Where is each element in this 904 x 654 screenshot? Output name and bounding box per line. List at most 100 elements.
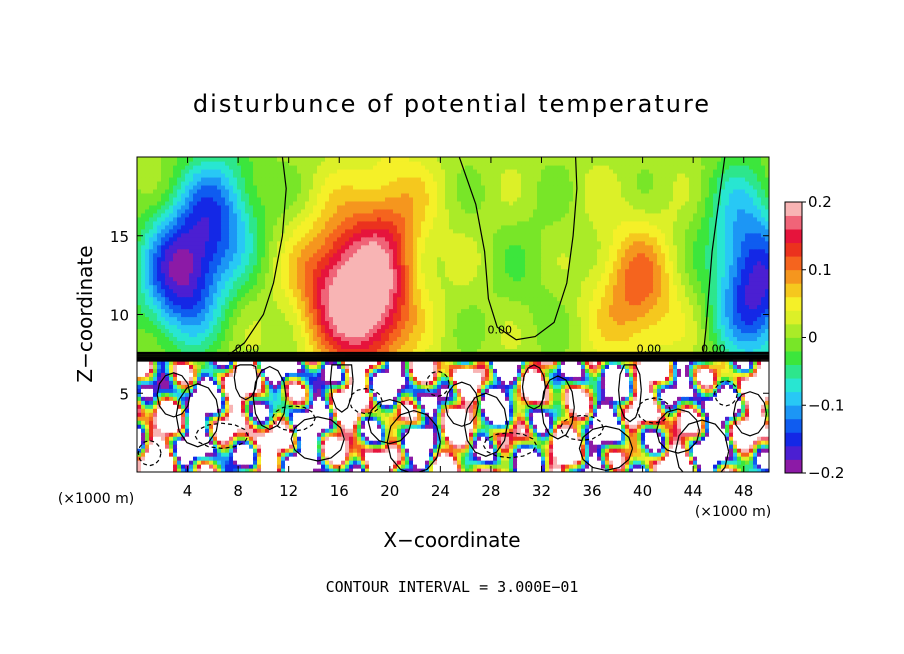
field-cell bbox=[549, 360, 554, 365]
field-cell bbox=[333, 408, 338, 413]
field-cell bbox=[553, 388, 558, 393]
field-cell bbox=[677, 456, 682, 461]
field-cell bbox=[713, 420, 718, 425]
field-cell bbox=[549, 404, 554, 409]
field-cell bbox=[733, 396, 738, 401]
field-cell bbox=[429, 404, 434, 409]
field-cell bbox=[281, 392, 286, 397]
field-cell bbox=[241, 348, 246, 353]
field-cell bbox=[289, 440, 294, 445]
field-cell bbox=[241, 420, 246, 425]
field-cell bbox=[197, 412, 202, 417]
field-cell bbox=[549, 460, 554, 465]
field-cell bbox=[481, 348, 486, 353]
field-cell bbox=[597, 360, 602, 365]
field-cell bbox=[453, 444, 458, 449]
field-cell bbox=[737, 412, 742, 417]
field-cell bbox=[705, 392, 710, 397]
field-cell bbox=[649, 432, 654, 437]
field-cell bbox=[369, 420, 374, 425]
field-cell bbox=[309, 444, 314, 449]
field-cell bbox=[761, 444, 766, 449]
field-cell bbox=[649, 404, 654, 409]
field-cell bbox=[369, 424, 374, 429]
field-cell bbox=[193, 432, 198, 437]
field-cell bbox=[701, 460, 706, 465]
field-cell bbox=[585, 364, 590, 369]
field-cell bbox=[261, 440, 266, 445]
field-cell bbox=[677, 368, 682, 373]
field-cell bbox=[325, 412, 330, 417]
field-cell bbox=[761, 436, 766, 441]
field-cell bbox=[429, 432, 434, 437]
field-cell bbox=[273, 456, 278, 461]
field-cell bbox=[629, 364, 634, 369]
field-cell bbox=[685, 360, 690, 365]
field-cell bbox=[333, 384, 338, 389]
field-cell bbox=[549, 396, 554, 401]
field-cell bbox=[165, 376, 170, 381]
field-cell bbox=[413, 388, 418, 393]
field-cell bbox=[517, 384, 522, 389]
field-cell bbox=[181, 368, 186, 373]
field-cell bbox=[289, 424, 294, 429]
field-cell bbox=[313, 464, 318, 469]
field-cell bbox=[757, 420, 762, 425]
field-cell bbox=[457, 432, 462, 437]
field-cell bbox=[521, 464, 526, 469]
field-cell bbox=[529, 412, 534, 417]
field-cell bbox=[457, 372, 462, 377]
field-cell bbox=[197, 424, 202, 429]
field-cell bbox=[533, 372, 538, 377]
field-cell bbox=[165, 348, 170, 353]
field-cell bbox=[609, 468, 614, 472]
field-cell bbox=[501, 372, 506, 377]
field-cell bbox=[609, 388, 614, 393]
field-cell bbox=[389, 380, 394, 385]
field-cell bbox=[693, 368, 698, 373]
field-cell bbox=[717, 384, 722, 389]
field-cell bbox=[157, 428, 162, 433]
field-cell bbox=[229, 440, 234, 445]
field-cell bbox=[473, 424, 478, 429]
field-cell bbox=[577, 400, 582, 405]
field-cell bbox=[305, 432, 310, 437]
field-cell bbox=[689, 428, 694, 433]
field-cell bbox=[745, 444, 750, 449]
field-cell bbox=[633, 456, 638, 461]
field-cell bbox=[597, 464, 602, 469]
field-cell bbox=[501, 428, 506, 433]
field-cell bbox=[665, 468, 670, 472]
field-cell bbox=[665, 380, 670, 385]
field-cell bbox=[525, 448, 530, 453]
field-cell bbox=[625, 460, 630, 465]
field-cell bbox=[501, 384, 506, 389]
field-cell bbox=[225, 444, 230, 449]
field-cell bbox=[577, 464, 582, 469]
field-cell bbox=[401, 376, 406, 381]
field-cell bbox=[573, 432, 578, 437]
field-cell bbox=[377, 468, 382, 472]
field-cell bbox=[413, 392, 418, 397]
field-cell bbox=[141, 388, 146, 393]
field-cell bbox=[329, 376, 334, 381]
field-cell bbox=[453, 428, 458, 433]
field-cell bbox=[469, 464, 474, 469]
field-cell bbox=[201, 460, 206, 465]
field-cell bbox=[269, 408, 274, 413]
field-cell bbox=[537, 388, 542, 393]
field-cell bbox=[737, 420, 742, 425]
field-cell bbox=[493, 424, 498, 429]
field-cell bbox=[717, 372, 722, 377]
field-cell bbox=[353, 468, 358, 472]
field-cell bbox=[653, 452, 658, 457]
field-cell bbox=[329, 396, 334, 401]
field-cell bbox=[633, 400, 638, 405]
field-cell bbox=[601, 460, 606, 465]
field-cell bbox=[317, 348, 322, 353]
field-cell bbox=[361, 452, 366, 457]
field-cell bbox=[161, 348, 166, 353]
field-cell bbox=[317, 416, 322, 421]
field-cell bbox=[321, 388, 326, 393]
field-cell bbox=[329, 360, 334, 365]
